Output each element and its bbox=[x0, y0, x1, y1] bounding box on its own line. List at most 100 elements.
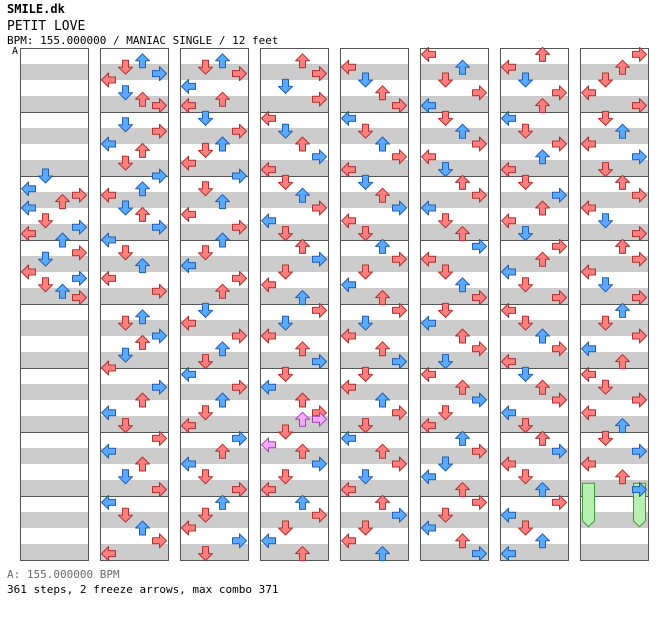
column-frame bbox=[420, 48, 489, 561]
step-down-quarter-icon bbox=[278, 264, 293, 280]
step-left-quarter-icon bbox=[581, 200, 596, 216]
beat-stripe bbox=[500, 256, 568, 272]
column-frame bbox=[500, 48, 569, 561]
step-down-quarter-icon bbox=[598, 315, 613, 331]
step-down-quarter-icon bbox=[518, 520, 533, 536]
beat-stripe bbox=[500, 96, 568, 112]
step-left-eighth-icon bbox=[181, 456, 196, 472]
beat-stripe bbox=[420, 320, 488, 336]
step-left-quarter-icon bbox=[181, 155, 196, 171]
beat-stripe bbox=[260, 480, 328, 496]
step-left-quarter-icon bbox=[21, 226, 36, 242]
step-right-quarter-icon bbox=[472, 494, 487, 510]
step-right-eighth-icon bbox=[152, 168, 167, 184]
step-left-quarter-icon bbox=[341, 59, 356, 75]
step-right-quarter-icon bbox=[152, 123, 167, 139]
step-down-eighth-icon bbox=[518, 72, 533, 88]
beat-stripe bbox=[420, 416, 488, 432]
step-down-quarter-icon bbox=[518, 277, 533, 293]
step-down-quarter-icon bbox=[358, 264, 373, 280]
beat-stripe bbox=[580, 512, 648, 528]
step-up-eighth-icon bbox=[215, 392, 230, 408]
step-up-eighth-icon bbox=[55, 283, 70, 299]
step-down-quarter-icon bbox=[118, 59, 133, 75]
step-down-eighth-icon bbox=[518, 366, 533, 382]
step-left-eighth-icon bbox=[341, 277, 356, 293]
beat-stripe bbox=[180, 416, 248, 432]
step-up-quarter-icon bbox=[295, 546, 310, 562]
beat-stripe bbox=[580, 448, 648, 464]
step-left-quarter-icon bbox=[101, 270, 116, 286]
step-left-quarter-icon bbox=[581, 366, 596, 382]
beat-stripe bbox=[260, 192, 328, 208]
step-up-eighth-icon bbox=[615, 302, 630, 318]
step-down-quarter-icon bbox=[198, 469, 213, 485]
step-right-quarter-icon bbox=[552, 238, 567, 254]
step-right-eighth-icon bbox=[632, 443, 647, 459]
step-right-eighth-icon bbox=[552, 443, 567, 459]
step-down-eighth-icon bbox=[598, 213, 613, 229]
step-up-quarter-icon bbox=[455, 174, 470, 190]
step-up-quarter-icon bbox=[295, 341, 310, 357]
chart-column-2 bbox=[100, 48, 169, 561]
step-up-quarter-icon bbox=[135, 142, 150, 158]
step-left-quarter-icon bbox=[501, 213, 516, 229]
step-right-eighth-icon bbox=[632, 482, 647, 498]
step-up-quarter-icon bbox=[135, 456, 150, 472]
beat-stripe bbox=[420, 256, 488, 272]
beat-stripe bbox=[580, 480, 648, 496]
beat-stripe bbox=[20, 160, 88, 176]
step-down-quarter-icon bbox=[198, 546, 213, 562]
step-down-quarter-icon bbox=[278, 469, 293, 485]
column-frame bbox=[260, 48, 329, 561]
beat-stripe bbox=[340, 416, 408, 432]
step-left-eighth-icon bbox=[21, 200, 36, 216]
step-up-quarter-icon bbox=[535, 251, 550, 267]
beat-stripe bbox=[180, 384, 248, 400]
beat-stripe bbox=[180, 224, 248, 240]
step-right-eighth-icon bbox=[472, 238, 487, 254]
step-left-eighth-icon bbox=[501, 264, 516, 280]
step-left-eighth-icon bbox=[421, 200, 436, 216]
step-down-quarter-icon bbox=[278, 520, 293, 536]
beat-stripe bbox=[100, 320, 168, 336]
step-down-quarter-icon bbox=[118, 418, 133, 434]
beat-stripe bbox=[500, 64, 568, 80]
step-right-eighth-icon bbox=[392, 354, 407, 370]
step-up-eighth-icon bbox=[215, 341, 230, 357]
beat-stripe bbox=[580, 64, 648, 80]
step-up-quarter-icon bbox=[615, 354, 630, 370]
step-up-quarter-icon bbox=[135, 91, 150, 107]
step-left-quarter-icon bbox=[501, 59, 516, 75]
step-up-quarter-icon bbox=[535, 200, 550, 216]
beat-stripe bbox=[20, 384, 88, 400]
step-right-eighth-icon bbox=[312, 251, 327, 267]
step-up-eighth-icon bbox=[295, 494, 310, 510]
step-down-eighth-icon bbox=[358, 469, 373, 485]
step-right-eighth-icon bbox=[552, 187, 567, 203]
step-up-quarter-icon bbox=[455, 533, 470, 549]
beat-stripe bbox=[260, 96, 328, 112]
step-down-quarter-icon bbox=[358, 123, 373, 139]
beat-stripe bbox=[500, 288, 568, 304]
step-down-eighth-icon bbox=[358, 315, 373, 331]
step-down-eighth-icon bbox=[358, 174, 373, 190]
step-right-quarter-icon bbox=[72, 245, 87, 261]
step-right-quarter-icon bbox=[632, 226, 647, 242]
step-up-eighth-icon bbox=[535, 149, 550, 165]
beat-stripe bbox=[100, 288, 168, 304]
beat-stripe bbox=[100, 416, 168, 432]
beat-stripe bbox=[180, 128, 248, 144]
step-left-eighth-icon bbox=[101, 232, 116, 248]
beat-stripe bbox=[100, 160, 168, 176]
step-down-quarter-icon bbox=[38, 277, 53, 293]
step-right-quarter-icon bbox=[472, 187, 487, 203]
step-down-eighth-icon bbox=[438, 456, 453, 472]
step-down-quarter-icon bbox=[438, 264, 453, 280]
beat-stripe bbox=[100, 224, 168, 240]
step-up-eighth-icon bbox=[455, 123, 470, 139]
step-right-quarter-icon bbox=[632, 290, 647, 306]
beat-stripe bbox=[340, 480, 408, 496]
step-left-eighth-icon bbox=[501, 507, 516, 523]
beat-stripe bbox=[180, 352, 248, 368]
